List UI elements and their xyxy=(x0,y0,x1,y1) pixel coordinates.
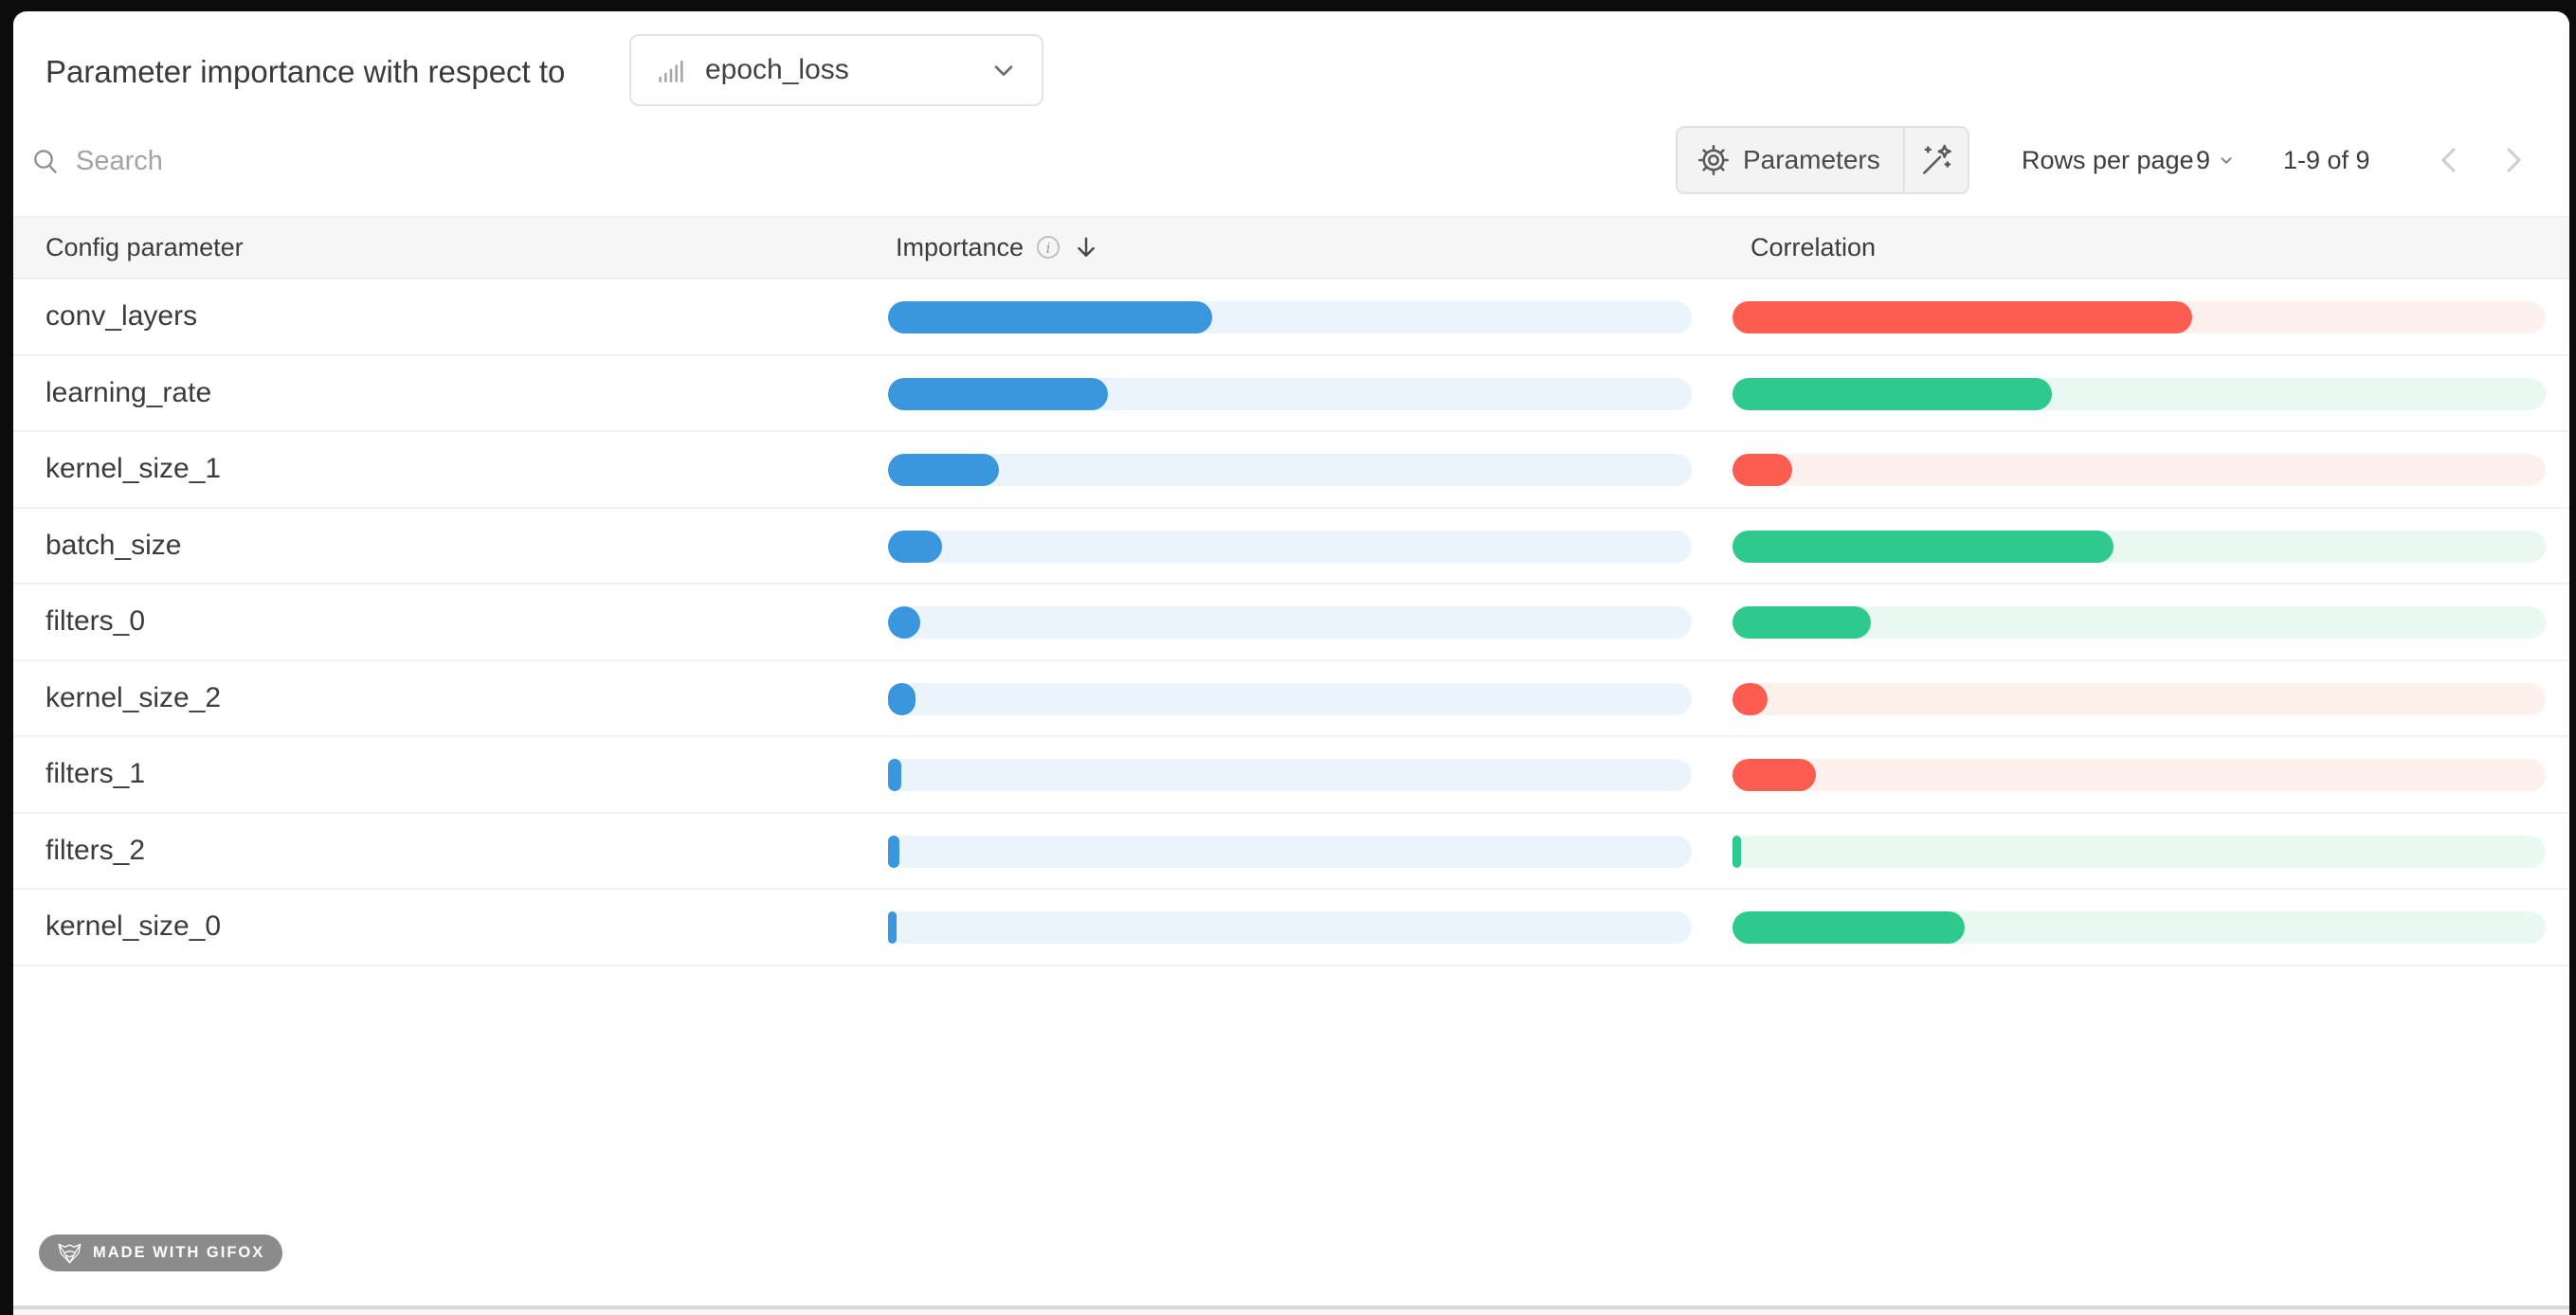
importance-fill xyxy=(888,911,898,944)
table-row: filters_2 xyxy=(13,814,2569,890)
importance-track xyxy=(888,377,1692,410)
search-input[interactable] xyxy=(76,145,663,177)
param-name: kernel_size_2 xyxy=(45,681,222,713)
table-row: kernel_size_0 xyxy=(13,890,2569,966)
table-row: kernel_size_2 xyxy=(13,661,2569,737)
next-page-button[interactable] xyxy=(2490,137,2535,183)
importance-fill xyxy=(888,301,1212,333)
param-name: kernel_size_0 xyxy=(45,910,222,942)
rows-per-page-label: Rows per page xyxy=(2022,145,2194,174)
correlation-track xyxy=(1732,759,2546,791)
parameter-importance-panel: Parameter importance with respect to epo… xyxy=(13,11,2569,1315)
importance-track xyxy=(888,835,1692,868)
gear-icon xyxy=(1698,145,1729,175)
correlation-fill xyxy=(1732,835,1742,868)
chevron-down-small-icon xyxy=(2221,157,2232,164)
correlation-track xyxy=(1732,682,2546,715)
table-row: learning_rate xyxy=(13,356,2569,432)
correlation-fill xyxy=(1732,301,2192,333)
param-name: filters_1 xyxy=(45,758,146,789)
magic-wand-icon xyxy=(1922,144,1951,174)
panel-settings-group: Parameters xyxy=(1676,126,1969,194)
chevron-down-icon xyxy=(994,65,1013,76)
sort-descending-icon xyxy=(1078,237,1095,257)
chevron-right-icon xyxy=(2507,148,2521,172)
importance-track xyxy=(888,301,1692,333)
table-row: filters_0 xyxy=(13,585,2569,661)
prev-page-button[interactable] xyxy=(2427,137,2473,183)
correlation-fill xyxy=(1732,911,1966,944)
chevron-left-icon xyxy=(2441,148,2456,172)
importance-track xyxy=(888,606,1692,639)
search-icon xyxy=(34,150,57,173)
correlation-fill xyxy=(1732,606,1871,639)
importance-fill xyxy=(888,454,1000,486)
rows-per-page-value: 9 xyxy=(2196,145,2211,174)
param-name: filters_2 xyxy=(45,834,146,866)
column-header-importance[interactable]: Importance i xyxy=(896,217,1099,278)
rows-per-page-select[interactable]: 9 xyxy=(2196,126,2237,194)
correlation-track xyxy=(1732,606,2546,639)
fox-logo-icon xyxy=(58,1243,82,1263)
svg-text:i: i xyxy=(1046,240,1051,257)
table-body: conv_layers learning_rate kernel_size_1 … xyxy=(13,279,2569,966)
metric-dropdown[interactable]: epoch_loss xyxy=(629,34,1043,106)
correlation-track xyxy=(1732,835,2546,868)
importance-fill xyxy=(888,530,942,563)
importance-fill xyxy=(888,835,899,868)
correlation-track xyxy=(1732,911,2546,944)
importance-fill xyxy=(888,377,1108,410)
table-row: filters_1 xyxy=(13,737,2569,814)
param-name: learning_rate xyxy=(45,376,212,408)
search-box xyxy=(30,123,663,199)
table-header: Config parameter Importance i Correlatio… xyxy=(13,216,2569,279)
table-row: kernel_size_1 xyxy=(13,432,2569,509)
param-name: filters_0 xyxy=(45,605,146,637)
metric-dropdown-value: epoch_loss xyxy=(705,54,849,85)
info-icon: i xyxy=(1037,235,1061,260)
table-row: batch_size xyxy=(13,509,2569,585)
page-info: 1-9 of 9 xyxy=(2283,145,2370,174)
correlation-fill xyxy=(1732,759,1816,791)
correlation-track xyxy=(1732,301,2546,333)
parameters-button-label: Parameters xyxy=(1743,145,1880,174)
importance-track xyxy=(888,530,1692,563)
importance-track xyxy=(888,759,1692,791)
column-header-correlation: Correlation xyxy=(1751,232,1877,261)
correlation-fill xyxy=(1732,377,2053,410)
correlation-fill xyxy=(1732,454,1793,486)
importance-fill xyxy=(888,606,920,639)
parameters-button[interactable]: Parameters xyxy=(1678,128,1903,192)
importance-fill xyxy=(888,682,916,715)
magic-wand-button[interactable] xyxy=(1902,128,1968,192)
table-row: conv_layers xyxy=(13,279,2569,356)
panel-title: Parameter importance with respect to xyxy=(45,54,566,89)
importance-track xyxy=(888,911,1692,944)
param-name: kernel_size_1 xyxy=(45,453,222,484)
importance-track xyxy=(888,682,1692,715)
importance-track xyxy=(888,454,1692,486)
gifox-badge-label: MADE WITH GIFOX xyxy=(93,1244,265,1261)
column-header-config-parameter: Config parameter xyxy=(45,232,244,261)
param-name: conv_layers xyxy=(45,300,198,332)
correlation-track xyxy=(1732,530,2546,563)
bottom-divider xyxy=(13,1306,2569,1309)
correlation-track xyxy=(1732,454,2546,486)
importance-fill xyxy=(888,759,901,791)
param-name: batch_size xyxy=(45,529,182,561)
bar-chart-icon xyxy=(659,61,683,82)
bottom-strip xyxy=(13,1309,2569,1315)
correlation-track xyxy=(1732,377,2546,410)
gifox-badge: MADE WITH GIFOX xyxy=(39,1234,283,1271)
correlation-fill xyxy=(1732,530,2114,563)
correlation-fill xyxy=(1732,682,1768,715)
